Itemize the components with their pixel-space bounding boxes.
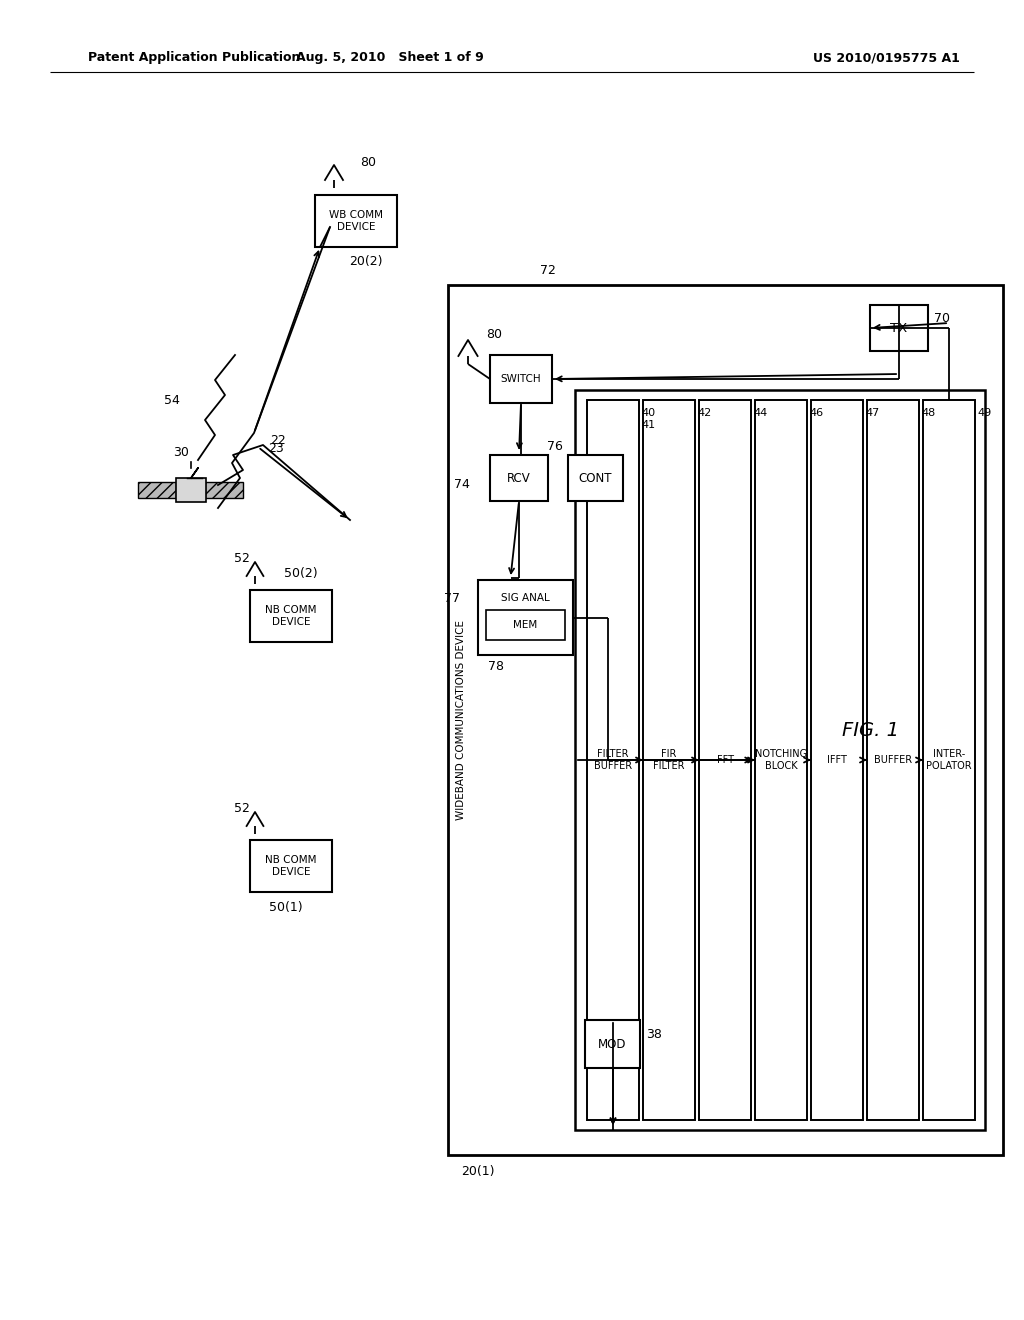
Bar: [587, 400, 639, 1119]
Text: 52: 52: [234, 801, 250, 814]
Text: NB COMM
DEVICE: NB COMM DEVICE: [265, 855, 316, 876]
Bar: [643, 400, 695, 1119]
Text: 80: 80: [360, 157, 376, 169]
Bar: [870, 305, 928, 351]
Text: 77: 77: [444, 591, 460, 605]
Text: FIG. 1: FIG. 1: [842, 721, 898, 739]
Text: MOD: MOD: [598, 1038, 627, 1051]
Bar: [205, 482, 243, 498]
Text: 80: 80: [486, 329, 502, 342]
Bar: [755, 400, 807, 1119]
Bar: [449, 285, 1002, 1155]
Text: 20(1): 20(1): [461, 1164, 495, 1177]
Text: 49: 49: [977, 408, 991, 418]
Text: 46: 46: [809, 408, 823, 418]
Bar: [250, 840, 332, 892]
Text: NOTCHING
BLOCK: NOTCHING BLOCK: [755, 750, 807, 771]
Text: 50(2): 50(2): [285, 568, 317, 581]
Bar: [315, 195, 397, 247]
Text: RCV: RCV: [507, 471, 530, 484]
Bar: [478, 579, 573, 655]
Text: SIG ANAL: SIG ANAL: [501, 593, 550, 603]
Text: 40: 40: [641, 408, 655, 418]
Text: 78: 78: [488, 660, 504, 673]
Bar: [923, 400, 975, 1119]
Bar: [811, 400, 863, 1119]
Text: 72: 72: [540, 264, 556, 277]
Text: US 2010/0195775 A1: US 2010/0195775 A1: [813, 51, 961, 65]
Bar: [486, 610, 565, 640]
Text: FILTER
BUFFER: FILTER BUFFER: [594, 750, 632, 771]
Text: 30: 30: [173, 446, 189, 458]
Text: 23: 23: [268, 441, 284, 454]
Bar: [568, 455, 623, 502]
Bar: [138, 482, 176, 498]
Text: 42: 42: [697, 408, 712, 418]
Text: CONT: CONT: [579, 471, 612, 484]
Text: 47: 47: [865, 408, 880, 418]
Text: 38: 38: [646, 1027, 662, 1040]
Text: MEM: MEM: [513, 620, 538, 630]
Bar: [490, 355, 552, 403]
Text: 52: 52: [234, 552, 250, 565]
Bar: [699, 400, 751, 1119]
Text: IFFT: IFFT: [827, 755, 847, 766]
Bar: [585, 1020, 640, 1068]
Text: WB COMM
DEVICE: WB COMM DEVICE: [329, 210, 383, 232]
Text: 54: 54: [164, 393, 180, 407]
Text: 70: 70: [934, 312, 950, 325]
Text: WIDEBAND COMMUNICATIONS DEVICE: WIDEBAND COMMUNICATIONS DEVICE: [456, 620, 466, 820]
Text: 50(1): 50(1): [269, 902, 303, 915]
Bar: [867, 400, 919, 1119]
Bar: [490, 455, 548, 502]
Text: SWITCH: SWITCH: [501, 374, 542, 384]
Text: 74: 74: [454, 479, 470, 491]
Text: 20(2): 20(2): [349, 255, 383, 268]
Text: 76: 76: [547, 441, 563, 454]
Text: NB COMM
DEVICE: NB COMM DEVICE: [265, 605, 316, 627]
Text: TX: TX: [891, 322, 907, 334]
Text: 22: 22: [270, 433, 286, 446]
Bar: [250, 590, 332, 642]
Text: BUFFER: BUFFER: [873, 755, 912, 766]
Text: 44: 44: [753, 408, 767, 418]
Bar: [176, 478, 206, 502]
Bar: [575, 389, 985, 1130]
Text: 48: 48: [921, 408, 935, 418]
Text: 41: 41: [641, 420, 655, 430]
Text: INTER-
POLATOR: INTER- POLATOR: [926, 750, 972, 771]
Text: FFT: FFT: [717, 755, 733, 766]
Text: FIR
FILTER: FIR FILTER: [653, 750, 685, 771]
Text: Aug. 5, 2010   Sheet 1 of 9: Aug. 5, 2010 Sheet 1 of 9: [296, 51, 484, 65]
Text: Patent Application Publication: Patent Application Publication: [88, 51, 300, 65]
